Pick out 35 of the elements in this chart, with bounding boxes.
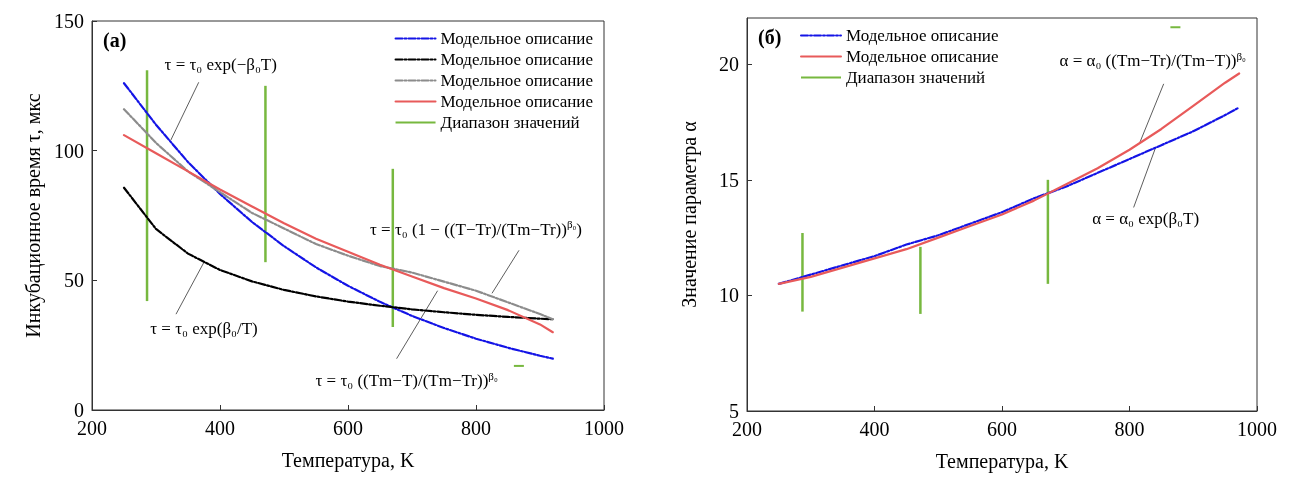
legend-label: Модельное описание bbox=[846, 47, 999, 66]
y-tick-label: 10 bbox=[719, 284, 739, 307]
bar bbox=[801, 232, 804, 312]
y-tick-label: 20 bbox=[719, 53, 739, 76]
annotation: α = α₀ exp(β₀T) bbox=[1092, 208, 1200, 228]
legend-label: Модельное описание bbox=[440, 92, 593, 111]
annotation: τ = τ₀ exp(β₀/T) bbox=[150, 318, 258, 338]
y-tick-label: 15 bbox=[719, 168, 739, 191]
legend-label: Диапазон значений bbox=[846, 68, 986, 87]
x-tick-label: 600 bbox=[987, 418, 1017, 440]
x-tick-label: 600 bbox=[333, 417, 363, 439]
x-axis-title: Температура, K bbox=[935, 450, 1069, 473]
legend-label: Модельное описание bbox=[846, 26, 999, 45]
annotation: τ = τ₀ exp(−β₀T) bbox=[164, 54, 277, 74]
y-tick-label: 50 bbox=[64, 269, 84, 292]
y-tick-label: 100 bbox=[54, 139, 84, 162]
x-tick-label: 800 bbox=[1114, 418, 1145, 440]
x-tick-label: 400 bbox=[859, 418, 890, 440]
line-series bbox=[777, 72, 1241, 285]
bar bbox=[264, 85, 267, 263]
chart-title: (б) bbox=[758, 26, 782, 49]
y-tick-label: 150 bbox=[54, 10, 84, 32]
chart-title: (a) bbox=[103, 29, 127, 52]
legend-label: Модельное описание bbox=[440, 50, 593, 69]
y-axis-title: Инкубационное время τ, мкс bbox=[22, 93, 46, 338]
x-tick-label: 400 bbox=[205, 417, 235, 439]
bar bbox=[919, 246, 922, 314]
x-axis-title: Температура, K bbox=[281, 449, 415, 472]
legend-label: Модельное описание bbox=[440, 29, 593, 48]
x-tick-label: 1000 bbox=[1237, 418, 1277, 440]
x-tick-label: 800 bbox=[461, 417, 491, 439]
legend-label: Модельное описание bbox=[440, 71, 593, 90]
y-axis-title: Значение параметра α bbox=[678, 120, 701, 308]
legend-label: Диапазон значений bbox=[440, 113, 580, 132]
x-tick-label: 1000 bbox=[584, 417, 624, 439]
